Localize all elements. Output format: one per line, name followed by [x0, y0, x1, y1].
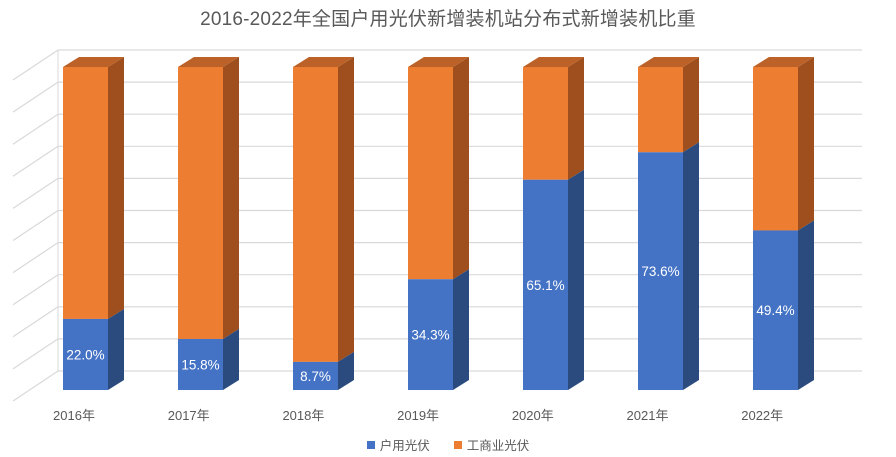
bar-segment-household: [638, 152, 683, 390]
bar-2019年: 34.3%: [408, 57, 469, 390]
bar-segment-commercial: [293, 67, 338, 362]
side-wall-gridline: [12, 306, 59, 338]
data-label: 15.8%: [181, 357, 219, 372]
data-label: 65.1%: [526, 278, 564, 293]
bar-top-commercial: [63, 57, 124, 67]
x-axis-label-2016年: 2016年: [53, 408, 95, 423]
bar-side-household: [338, 351, 354, 390]
side-wall-gridline: [12, 145, 59, 177]
bar-2018年: 8.7%: [293, 57, 354, 390]
x-axis-label-2017年: 2017年: [168, 408, 210, 423]
bar-2017年: 15.8%: [178, 57, 239, 390]
side-wall-gridline: [12, 113, 59, 145]
bar-top-commercial: [408, 57, 469, 67]
data-label: 22.0%: [66, 347, 104, 362]
data-label: 49.4%: [756, 303, 794, 318]
legend-item-commercial: 工商业光伏: [453, 435, 530, 454]
bar-segment-commercial: [408, 67, 453, 280]
data-label: 73.6%: [641, 264, 679, 279]
side-wall-gridline: [12, 49, 59, 81]
bar-side-commercial: [223, 57, 239, 339]
bar-segment-household: [178, 338, 223, 390]
bar-side-household: [108, 308, 124, 390]
legend-label-household: 户用光伏: [379, 439, 430, 453]
data-label: 8.7%: [300, 369, 331, 384]
side-wall-gridline: [12, 338, 59, 370]
bar-segment-household: [753, 230, 798, 390]
bar-side-household: [568, 169, 584, 390]
side-wall-gridline: [12, 370, 59, 402]
bar-side-commercial: [338, 57, 354, 362]
bar-top-commercial: [523, 57, 584, 67]
legend-item-household: 户用光伏: [366, 435, 430, 454]
x-axis-label-2022年: 2022年: [741, 408, 783, 423]
bar-side-commercial: [568, 57, 584, 180]
x-axis-label-2019年: 2019年: [397, 408, 439, 423]
chart-title: 2016-2022年全国户用光伏新增装机站分布式新增装机比重: [200, 9, 696, 30]
bar-side-commercial: [683, 57, 699, 153]
side-wall-gridline: [12, 242, 59, 274]
legend: 户用光伏 工商业光伏: [0, 435, 896, 454]
bar-2020年: 65.1%: [523, 57, 584, 390]
bar-2022年: 49.4%: [753, 57, 814, 390]
legend-label-commercial: 工商业光伏: [466, 439, 530, 453]
bar-segment-commercial: [753, 67, 798, 231]
x-axis-label-2018年: 2018年: [282, 408, 324, 423]
bar-segment-commercial: [523, 67, 568, 180]
bar-segment-household: [63, 318, 108, 390]
bar-segment-household: [293, 361, 338, 390]
legend-swatch-commercial-icon: [453, 440, 462, 449]
bar-side-household: [798, 220, 814, 390]
bar-top-commercial: [293, 57, 354, 67]
bar-2016年: 22.0%: [63, 57, 124, 390]
bar-side-commercial: [798, 57, 814, 231]
bar-segment-commercial: [63, 67, 108, 319]
bar-segment-commercial: [178, 67, 223, 339]
legend-swatch-household-icon: [366, 440, 375, 449]
bar-side-household: [683, 142, 699, 390]
bar-top-commercial: [178, 57, 239, 67]
side-wall-gridline: [12, 274, 59, 306]
bar-top-commercial: [638, 57, 699, 67]
bar-segment-household: [523, 179, 568, 390]
x-axis-label-2021年: 2021年: [627, 408, 669, 423]
bar-top-commercial: [753, 57, 814, 67]
bar-side-household: [453, 269, 469, 390]
bar-side-household: [223, 328, 239, 390]
bar-side-commercial: [108, 57, 124, 319]
bar-segment-household: [408, 279, 453, 390]
bar-segment-commercial: [638, 67, 683, 153]
side-wall-gridline: [12, 81, 59, 113]
bar-side-commercial: [453, 57, 469, 280]
side-wall-gridline: [12, 210, 59, 241]
bar-2021年: 73.6%: [638, 57, 699, 390]
side-wall-gridline: [12, 177, 59, 209]
data-label: 34.3%: [411, 328, 449, 343]
x-axis-label-2020年: 2020年: [512, 408, 554, 423]
